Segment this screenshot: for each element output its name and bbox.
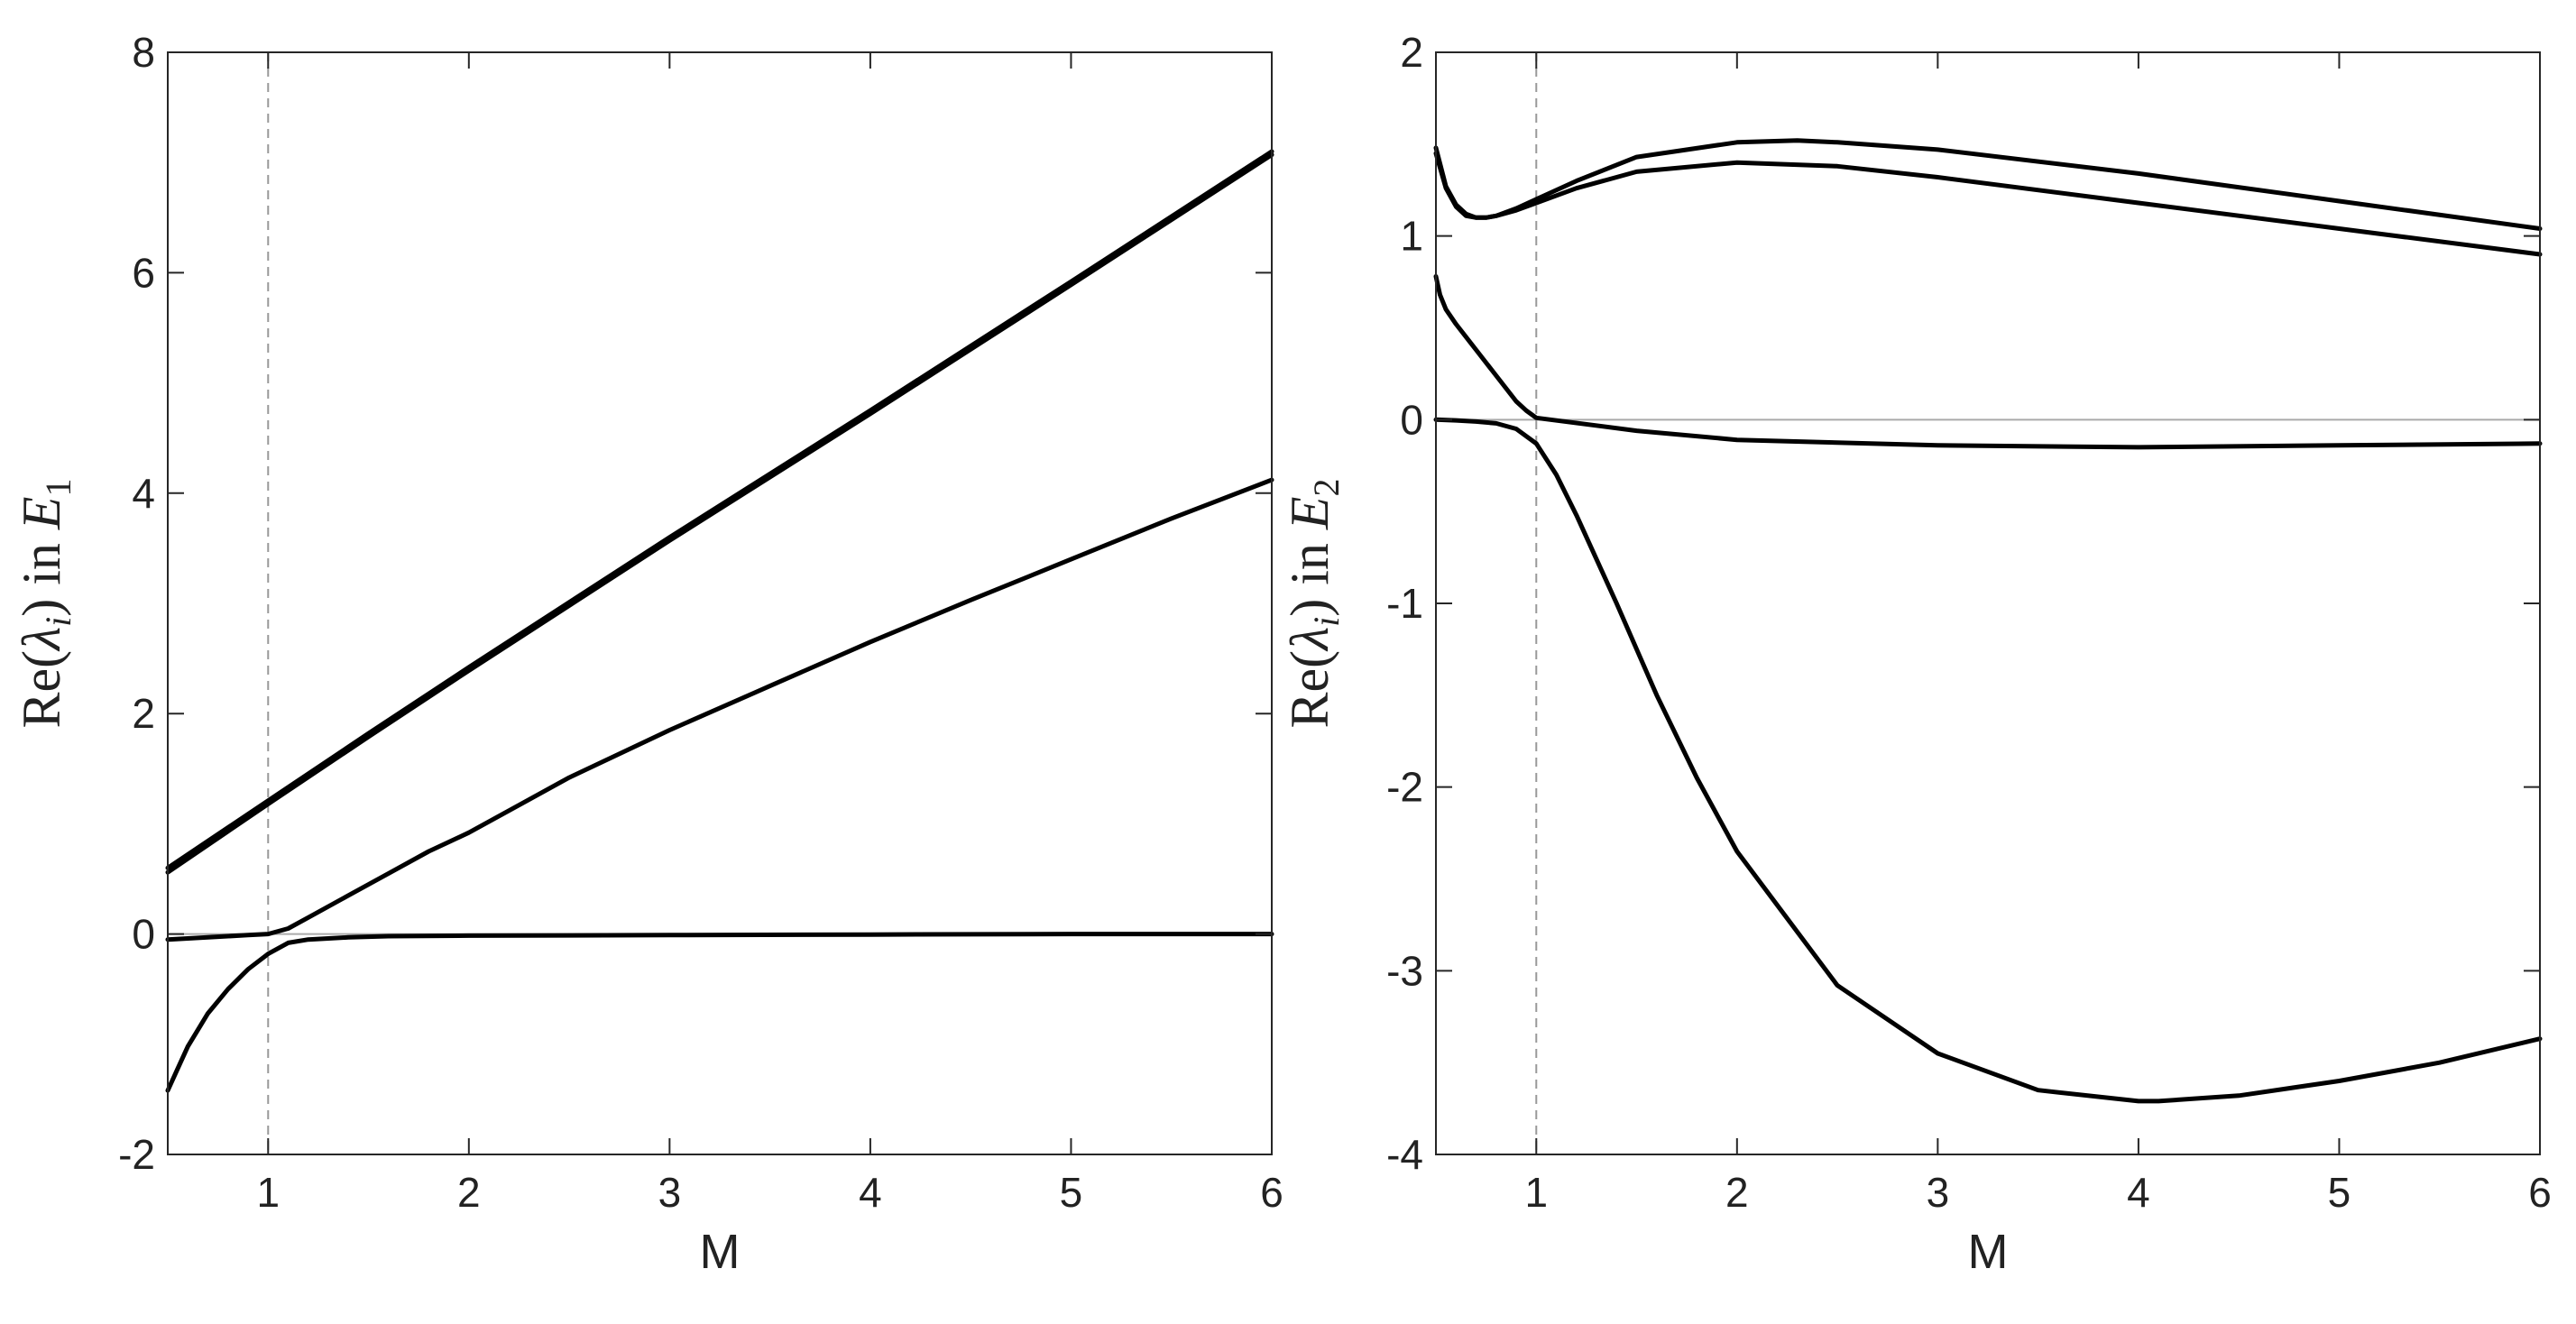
x-tick-label: 1	[256, 1169, 280, 1216]
y-tick-label: 8	[132, 29, 155, 76]
x-tick-label: 2	[457, 1169, 481, 1216]
chart-panel-1: 1 2 3 4 5 6 -2 0 2 4 6 8 M Re(λi) in E1	[12, 29, 1283, 1279]
x-tick-label: 4	[2127, 1169, 2150, 1216]
y-axis-label: Re(λi) in E2	[1280, 478, 1347, 728]
axes-box	[1435, 51, 2541, 1155]
y-tick-label: -2	[118, 1131, 155, 1178]
chart-panel-2: 1 2 3 4 5 6 -4 -3 -2 -1 0 1 2 M Re(λi) in E2	[1280, 29, 2552, 1279]
x-tick-label: 6	[2528, 1169, 2552, 1216]
x-tick-label: 6	[1260, 1169, 1283, 1216]
axes-box	[167, 51, 1273, 1155]
y-tick-label: 1	[1400, 213, 1423, 260]
y-tick-label: 4	[132, 470, 155, 517]
y-tick-label: -2	[1386, 764, 1423, 811]
y-tick-label: -4	[1386, 1131, 1423, 1178]
x-tick-label: 3	[658, 1169, 682, 1216]
series-line-4	[165, 932, 1274, 1093]
series-line-4	[1433, 417, 2543, 1104]
x-tick-label: 2	[1725, 1169, 1749, 1216]
y-tick-label: -3	[1386, 947, 1423, 994]
series-line-3	[165, 477, 1274, 942]
y-tick-label: -1	[1386, 580, 1423, 627]
x-tick-label: 5	[1060, 1169, 1083, 1216]
x-axis-label: M	[700, 1225, 741, 1279]
y-tick-label: 0	[132, 911, 155, 958]
series-line-1	[165, 149, 1274, 870]
x-tick-label: 5	[2328, 1169, 2351, 1216]
y-tick-label: 2	[1400, 29, 1423, 76]
x-tick-label: 4	[859, 1169, 882, 1216]
y-tick-label: 0	[1400, 396, 1423, 443]
x-tick-label: 1	[1524, 1169, 1548, 1216]
series-line-2	[1433, 151, 2543, 257]
series-line-2	[165, 152, 1274, 875]
x-axis-label: M	[1968, 1225, 2009, 1279]
y-tick-label: 2	[132, 690, 155, 737]
series-line-3	[1433, 274, 2543, 450]
y-axis-label: Re(λi) in E1	[12, 478, 78, 728]
x-tick-label: 3	[1927, 1169, 1950, 1216]
y-tick-label: 6	[132, 249, 155, 296]
